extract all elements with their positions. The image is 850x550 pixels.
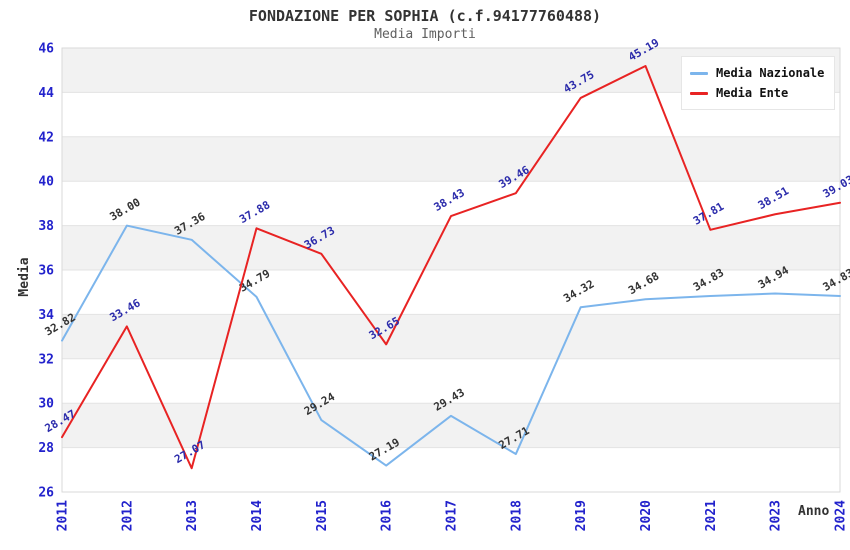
plot-band — [62, 314, 840, 359]
x-tick-label: 2020 — [639, 500, 654, 531]
legend-label-media-nazionale: Media Nazionale — [716, 66, 825, 80]
y-tick-label: 26 — [38, 486, 54, 501]
y-tick-label: 32 — [38, 352, 54, 367]
series-line-0 — [61, 224, 841, 467]
x-tick-label: 2017 — [445, 500, 460, 531]
x-axis-title: Anno — [798, 504, 830, 519]
plot-band — [62, 447, 840, 492]
y-tick-label: 30 — [38, 397, 54, 412]
y-tick-label: 40 — [38, 175, 54, 190]
chart-title: FONDAZIONE PER SOPHIA (c.f.94177760488) — [248, 7, 602, 25]
y-tick-label: 42 — [38, 130, 54, 145]
plot-band — [62, 270, 840, 315]
x-tick-label: 2024 — [834, 500, 849, 531]
chart-subtitle: Media Importi — [374, 27, 476, 42]
x-tick-label: 2012 — [120, 500, 135, 531]
plot-band — [62, 136, 840, 182]
legend-label-media-ente: Media Ente — [716, 86, 789, 100]
y-tick-label: 44 — [38, 86, 54, 101]
legend: Media Nazionale Media Ente — [681, 56, 836, 110]
x-tick-label: 2018 — [509, 500, 524, 531]
x-tick-label: 2016 — [380, 500, 395, 531]
plot-band — [62, 225, 840, 270]
legend-swatch-media-ente-icon — [690, 91, 708, 95]
y-tick-label: 36 — [38, 264, 54, 279]
x-tick-label: 2021 — [704, 500, 719, 531]
x-tick-label: 2011 — [56, 500, 71, 531]
x-tick-label: 2013 — [185, 500, 200, 531]
plot-border — [61, 47, 841, 493]
y-tick-label: 34 — [38, 308, 54, 323]
legend-item-media-ente[interactable]: Media Ente — [690, 83, 824, 103]
legend-swatch-media-nazionale-icon — [690, 71, 708, 75]
x-tick-label: 2015 — [315, 500, 330, 531]
series-line-1 — [61, 64, 841, 470]
plot-band — [62, 403, 840, 448]
x-tick-label: 2019 — [574, 500, 589, 531]
y-tick-label: 46 — [38, 42, 54, 57]
x-tick-label: 2023 — [769, 500, 784, 531]
y-tick-label: 28 — [38, 441, 54, 456]
plot-band — [62, 358, 840, 404]
y-tick-label: 38 — [38, 219, 54, 234]
legend-item-media-nazionale[interactable]: Media Nazionale — [690, 63, 824, 83]
x-tick-label: 2014 — [250, 500, 265, 531]
